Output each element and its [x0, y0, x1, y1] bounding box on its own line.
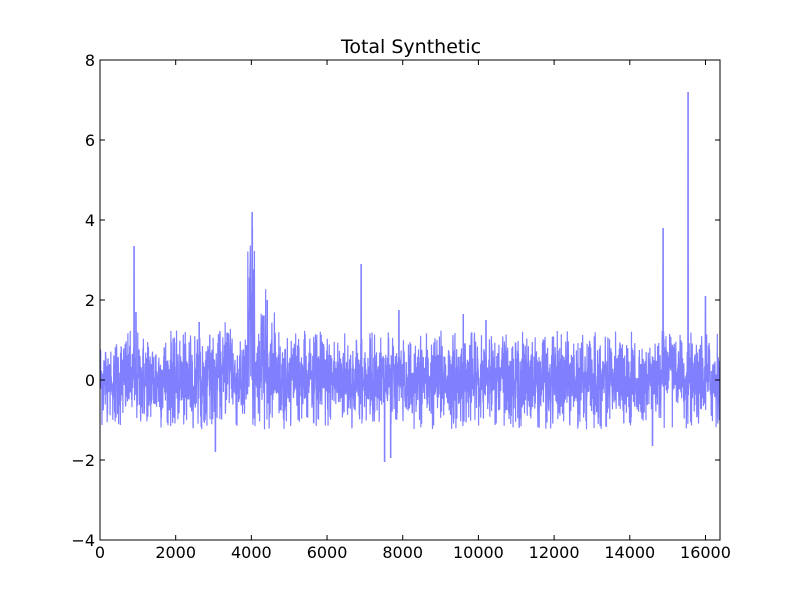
x-tick-label: 8000: [382, 543, 423, 562]
x-tick-label: 0: [95, 543, 105, 562]
series-line: [100, 91, 720, 463]
x-tick-label: 12000: [529, 543, 580, 562]
x-tick-label: 16000: [680, 543, 731, 562]
y-tick-label: 4: [85, 211, 95, 230]
y-tick-label: 2: [85, 291, 95, 310]
y-tick-label: 6: [85, 131, 95, 150]
y-tick-label: 0: [85, 371, 95, 390]
ticks-layer: 0 2000 4000 6000 8000 10000 12000 14000 16000 −4 −…: [71, 51, 731, 562]
y-tick-label: 8: [85, 51, 95, 70]
y-tick-label: −2: [71, 451, 95, 470]
chart-title: Total Synthetic: [340, 36, 481, 58]
y-tick-label: −4: [71, 531, 95, 550]
x-tick-label: 6000: [307, 543, 348, 562]
x-tick-label: 2000: [155, 543, 196, 562]
x-tick-label: 10000: [453, 543, 504, 562]
plot-frame: [99, 59, 721, 541]
plot-area: [100, 91, 720, 463]
x-tick-label: 4000: [231, 543, 272, 562]
x-tick-label: 14000: [604, 543, 655, 562]
series-layer: [100, 91, 720, 463]
